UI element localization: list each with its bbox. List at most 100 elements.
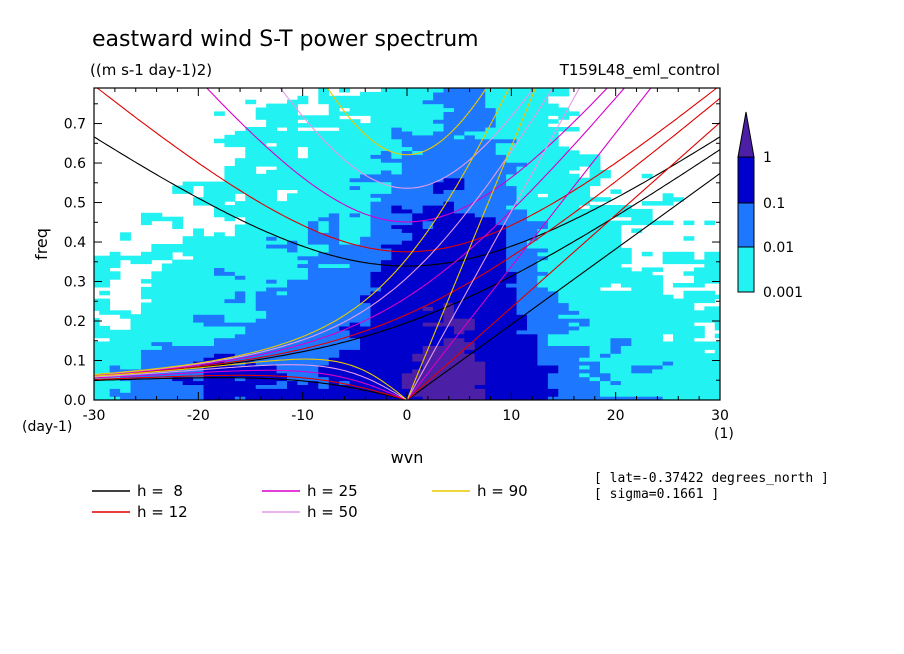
contour-cell [464,392,476,397]
contour-cell [673,318,684,323]
contour-cell [172,384,184,389]
contour-cell [631,279,643,284]
contour-cell [506,333,517,339]
contour-cell [234,322,246,327]
contour-cell [433,380,444,385]
contour-cell [182,329,194,335]
contour-cell [318,99,330,105]
contour-cell [412,177,424,183]
contour-cell [558,290,570,296]
contour-cell [526,193,538,198]
contour-cell [704,314,716,319]
contour-cell [610,384,622,389]
contour-cell [464,208,476,214]
contour-cell [349,205,361,210]
contour-cell [662,345,674,350]
contour-cell [99,271,111,276]
contour-cell [652,341,664,346]
contour-cell [589,154,601,159]
contour-cell [673,349,684,354]
contour-cell [464,329,476,335]
contour-cell [547,251,559,257]
contour-cell [537,329,549,335]
contour-cell [318,142,330,148]
contour-cell [506,283,517,288]
contour-cell [704,275,716,280]
contour-cell [610,189,622,194]
contour-cell [714,357,720,362]
contour-cell [328,294,340,300]
contour-cell [380,384,392,389]
contour-cell [307,368,319,374]
contour-cell [203,376,215,382]
contour-cell [506,337,517,343]
contour-cell [213,322,225,327]
contour-cell [370,247,382,253]
contour-cell [380,173,392,179]
contour-cell [318,290,330,296]
contour-cell [391,388,403,393]
contour-cell [224,197,236,202]
chart-title: eastward wind S-T power spectrum [92,27,479,52]
contour-cell [579,353,591,358]
contour-cell [203,247,215,253]
contour-cell [328,353,340,358]
contour-cell [360,162,371,167]
contour-cell [391,240,403,245]
contour-cell [412,275,424,280]
contour-cell [349,107,361,112]
contour-cell [193,275,204,280]
contour-cell [485,275,497,280]
contour-cell [464,111,476,116]
contour-cell [380,185,392,190]
contour-cell [495,205,507,210]
contour-cell [391,310,403,315]
contour-cell [453,306,465,311]
contour-cell [485,298,497,304]
contour-cell [380,95,392,101]
contour-cell [495,166,507,171]
contour-cell [589,212,601,218]
contour-cell [255,138,267,144]
contour-cell [213,329,225,335]
contour-cell [203,290,215,296]
contour-cell [307,240,319,245]
contour-cell [140,251,152,257]
contour-cell [391,255,403,261]
contour-cell [234,302,246,307]
contour-cell [224,205,236,210]
contour-cell [662,372,674,378]
contour-cell [234,392,246,397]
contour-cell [516,357,528,362]
contour-cell [266,392,278,397]
contour-cell [453,142,465,148]
contour-cell [464,255,476,261]
contour-cell [412,251,424,257]
contour-cell [297,318,309,323]
contour-cell [339,325,351,331]
contour-cell [537,208,549,214]
contour-cell [130,318,142,323]
contour-cell [297,236,309,241]
contour-cell [297,208,309,214]
contour-cell [328,283,340,288]
contour-cell [495,337,507,343]
contour-cell [693,294,705,300]
contour-cell [474,193,486,198]
contour-cell [380,255,392,261]
contour-cell [360,142,371,148]
contour-cell [433,337,444,343]
contour-cell [474,177,486,183]
contour-cell [433,115,444,120]
contour-cell [182,376,194,382]
contour-cell [151,306,163,311]
contour-cell [579,298,591,304]
contour-cell [360,376,371,382]
contour-cell [704,255,716,261]
contour-cell [391,130,403,136]
contour-cell [380,349,392,354]
contour-cell [412,368,424,374]
contour-cell [547,127,559,132]
contour-cell [224,177,236,183]
contour-cell [307,212,319,218]
